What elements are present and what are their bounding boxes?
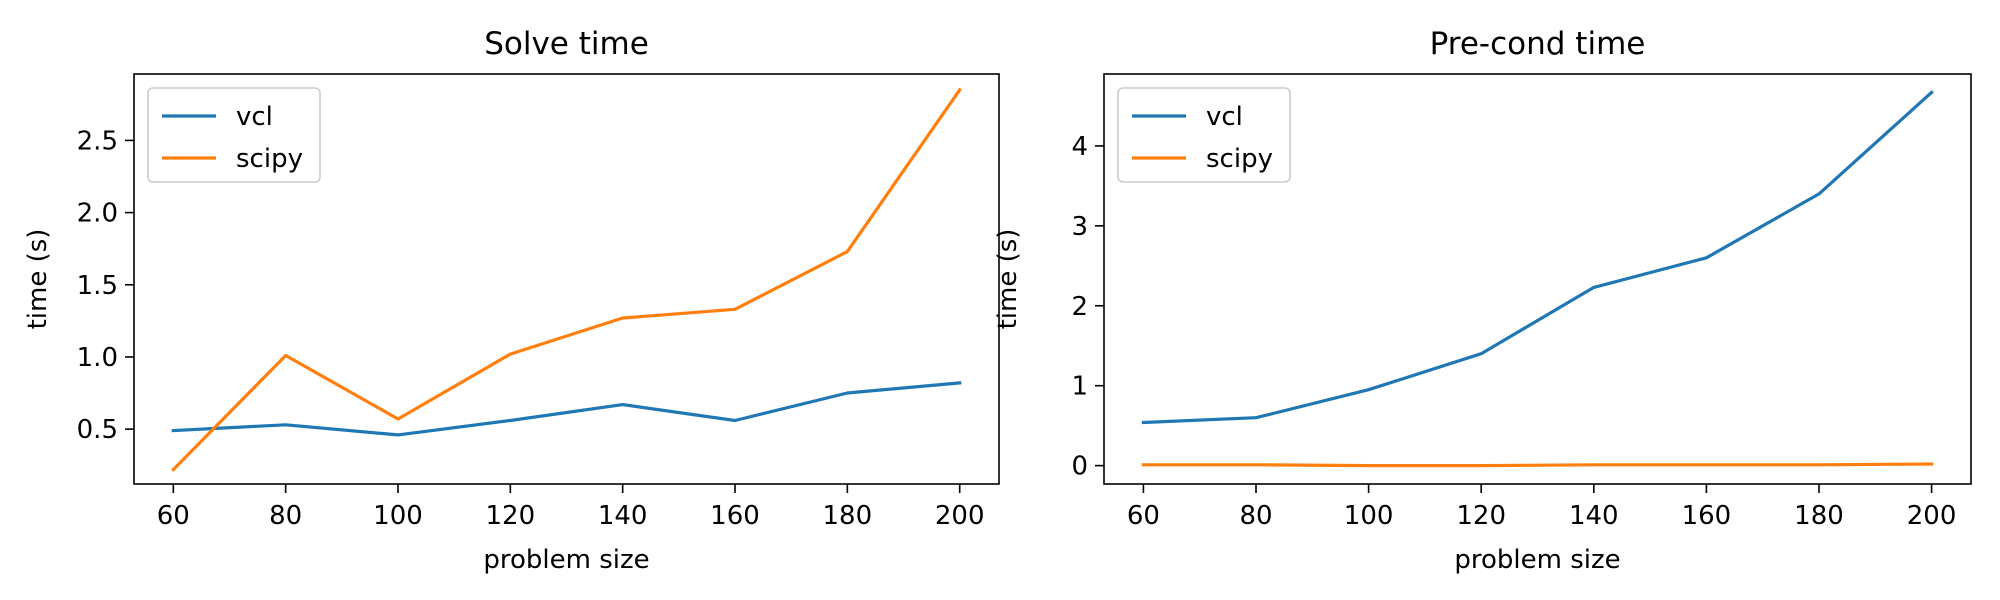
x-tick-label: 140	[1569, 501, 1619, 531]
x-tick-label: 80	[269, 501, 302, 531]
chart-panel-1: 60 80 100 120 140 160 180 200 0.5 1.0 1.5 2.0 2.5 Sol…	[23, 26, 1000, 575]
y-tick-label: 2	[1071, 292, 1088, 322]
x-tick-label: 60	[1127, 501, 1160, 531]
chart-title: Solve time	[484, 26, 649, 62]
y-tick-label: 3	[1071, 212, 1088, 242]
x-tick-label: 120	[486, 501, 536, 531]
x-tick-label: 180	[823, 501, 873, 531]
y-tick-label: 0	[1071, 452, 1088, 482]
y-tick-label: 4	[1071, 132, 1088, 162]
x-axis-label: problem size	[1454, 545, 1620, 575]
plot-frame	[133, 73, 1000, 485]
legend-label-vcl: vcl	[1206, 102, 1243, 132]
series-line-vcl	[1141, 90, 1934, 425]
legend: vcl scipy	[147, 87, 321, 183]
x-tick-label: 120	[1456, 501, 1506, 531]
y-tick-label: 1.5	[77, 271, 118, 301]
x-tick-label: 200	[1907, 501, 1957, 531]
x-tick-label: 60	[157, 501, 190, 531]
y-tick-label: 2.0	[77, 199, 118, 229]
legend: vcl scipy	[1117, 87, 1291, 183]
plot-frame	[1103, 73, 1972, 485]
chart-title: Pre-cond time	[1430, 26, 1646, 62]
y-axis-label: time (s)	[993, 229, 1023, 330]
x-tick-label: 140	[598, 501, 648, 531]
x-axis-label: problem size	[483, 545, 649, 575]
x-tick-label: 160	[1682, 501, 1732, 531]
x-tick-label: 160	[710, 501, 760, 531]
series-line-vcl	[171, 381, 962, 437]
x-tick-label: 200	[935, 501, 985, 531]
x-tick-label: 80	[1239, 501, 1272, 531]
x-tick-label: 100	[373, 501, 423, 531]
legend-label-scipy: scipy	[1206, 144, 1273, 174]
y-tick-label: 0.5	[77, 415, 118, 445]
x-tick-label: 180	[1794, 501, 1844, 531]
series-line-scipy	[1141, 462, 1934, 468]
chart-panel-2: 60 80 100 120 140 160 180 200 0 1 2 3 4 Pre-cond time…	[993, 26, 1972, 575]
legend-label-vcl: vcl	[236, 102, 273, 132]
x-tick-label: 100	[1344, 501, 1394, 531]
series-line-scipy	[171, 87, 962, 472]
y-tick-label: 1	[1071, 372, 1088, 402]
y-axis-label: time (s)	[23, 229, 53, 330]
y-tick-label: 2.5	[77, 126, 118, 156]
legend-label-scipy: scipy	[236, 144, 303, 174]
y-tick-label: 1.0	[77, 343, 118, 373]
